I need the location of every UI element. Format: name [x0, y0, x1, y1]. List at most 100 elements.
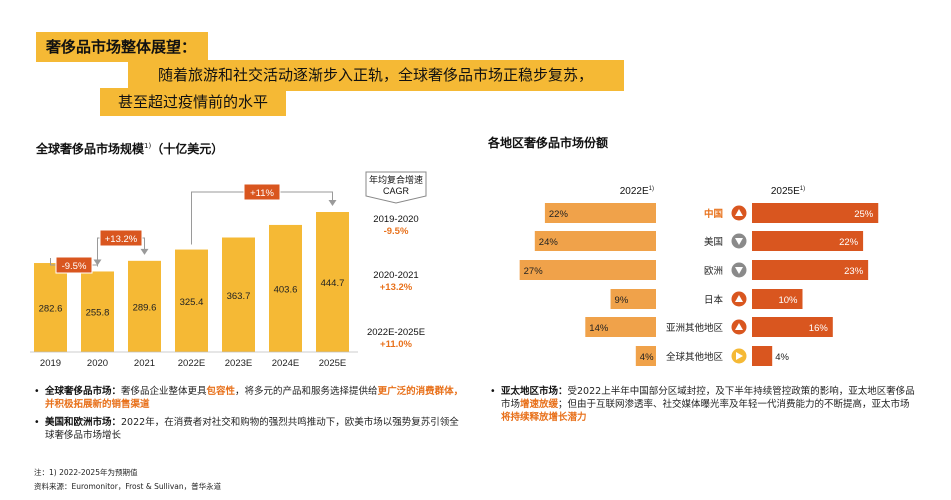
share-header-2025: 2025E1): [771, 186, 805, 197]
market-bar-value: 363.7: [227, 291, 251, 302]
cagr-value: +11.0%: [380, 339, 413, 350]
market-bar-value: 325.4: [180, 297, 204, 308]
market-connector-arrow: [140, 248, 149, 255]
right-chart-title: 各地区奢侈品市场份额: [488, 136, 609, 150]
right-bullets: 亚太地区市场：受2022上半年中国部分区域封控，及下半年持续管控政策的影响，亚太…: [490, 385, 915, 424]
share-value-2025: 4%: [775, 352, 789, 363]
share-value-2025: 23%: [844, 266, 864, 277]
share-bar-2025: [752, 317, 833, 337]
bullet-global-market: 全球奢侈品市场：奢侈品企业整体更具包容性，将多元的产品和服务选择提供给更广泛的消…: [34, 385, 466, 411]
share-bar-2022: [635, 346, 656, 366]
footnote: 注：1) 2022-2025年为预期值: [34, 468, 138, 477]
market-x-tick: 2021: [134, 358, 155, 369]
share-region-label: 美国: [704, 236, 723, 248]
cagr-value: -9.5%: [384, 226, 409, 237]
share-bar-2025: [752, 260, 869, 280]
share-value-2022: 22%: [549, 209, 569, 220]
cagr-header-line1: 年均复合增速: [369, 174, 423, 185]
bullet-text: 2022年，在消费者对社交和购物的强烈共鸣推动下，欧美市场以强势复苏引领全球奢侈…: [45, 417, 459, 441]
trend-arrow-glyph: [735, 295, 743, 302]
market-bar-value: 403.6: [274, 284, 298, 295]
trend-arrow-glyph: [735, 267, 743, 274]
market-bar-value: 289.6: [133, 302, 157, 313]
bullet-lead: 全球奢侈品市场：: [45, 386, 122, 397]
bullet-highlight: 增速放缓: [520, 399, 559, 410]
market-bar: [269, 224, 302, 352]
market-connector-arrow: [328, 200, 337, 206]
cagr-period: 2019-2020: [373, 214, 418, 225]
bullet-highlight: 将持续释放增长潜力: [501, 412, 587, 423]
cagr-period: 2020-2021: [373, 270, 418, 281]
share-value-2025: 16%: [809, 323, 829, 334]
market-growth-badge: [243, 183, 281, 201]
share-value-2022: 27%: [524, 266, 544, 277]
market-bar-value: 444.7: [321, 278, 345, 289]
cagr-value: +13.2%: [380, 282, 413, 293]
market-x-tick: 2023E: [225, 358, 252, 369]
market-bar: [316, 212, 349, 352]
share-value-2025: 10%: [778, 295, 798, 306]
bullet-text: ；但由于互联网渗透率、社交媒体曝光率及年轻一代消费能力的不断提高，亚太市场: [558, 399, 910, 410]
left-bullets: 全球奢侈品市场：奢侈品企业整体更具包容性，将多元的产品和服务选择提供给更广泛的消…: [34, 385, 466, 442]
share-bar-2022: [534, 231, 656, 251]
share-bar-2022: [519, 260, 656, 280]
trend-arrow-glyph: [736, 352, 743, 360]
market-bar: [175, 249, 208, 352]
share-region-label: 日本: [704, 294, 724, 306]
share-region-label: 全球其他地区: [666, 351, 724, 363]
market-x-tick: 2020: [87, 358, 108, 369]
headline-line-2: 甚至超过疫情前的水平: [100, 88, 286, 116]
left-chart-title: 全球奢侈品市场规模1)（十亿美元）: [36, 140, 223, 157]
share-region-label: 欧洲: [704, 265, 723, 277]
share-bar-2025: [752, 203, 879, 223]
share-header-sup: 1): [800, 186, 805, 192]
bullet-lead: 亚太地区市场：: [501, 386, 568, 397]
left-chart-title-main: 全球奢侈品市场规模: [36, 142, 145, 156]
share-bar-2022: [544, 203, 656, 223]
market-bar: [128, 260, 161, 352]
bullet-lead: 美国和欧洲市场：: [45, 417, 122, 428]
bullet-us-europe-market: 美国和欧洲市场：2022年，在消费者对社交和购物的强烈共鸣推动下，欧美市场以强势…: [34, 416, 466, 442]
share-value-2022: 14%: [589, 323, 609, 334]
market-bar: [34, 263, 67, 352]
market-bar-value: 282.6: [39, 304, 63, 315]
share-value-2022: 24%: [539, 237, 559, 248]
share-bar-2025: [752, 346, 773, 366]
trend-arrow-glyph: [735, 323, 743, 330]
market-x-tick: 2019: [40, 358, 61, 369]
share-header-2022: 2022E1): [620, 186, 654, 197]
market-growth-badge: [99, 229, 143, 247]
share-header-sup: 1): [649, 186, 654, 192]
market-growth-label: +11%: [250, 188, 274, 199]
cagr-header-line2: CAGR: [383, 186, 410, 196]
headline-line-1: 随着旅游和社交活动逐渐步入正轨，全球奢侈品市场正稳步复苏，: [128, 60, 624, 91]
market-growth-label: +13.2%: [105, 234, 138, 245]
share-region-label: 中国: [704, 208, 723, 220]
share-value-2025: 22%: [839, 237, 859, 248]
market-growth-label: -9.5%: [62, 261, 87, 272]
bullet-highlight: 包容性: [206, 386, 236, 397]
bullet-text: ，将多元的产品和服务选择提供给: [235, 386, 378, 397]
cagr-period: 2022E-2025E: [367, 327, 425, 338]
share-value-2022: 9%: [615, 295, 629, 306]
trend-arrow-glyph: [735, 238, 743, 245]
market-bar: [222, 237, 255, 352]
bullet-text: 受2022上半年中国部分区域封控，及下半年持续管控政策的影响，亚太地区奢侈品市场: [501, 386, 915, 410]
left-chart-title-unit: （十亿美元）: [151, 142, 224, 156]
market-x-tick: 2024E: [272, 358, 299, 369]
bullet-highlight: 更广泛的消费群体，并积极拓展新的销售渠道: [45, 386, 464, 410]
share-value-2025: 25%: [854, 209, 874, 220]
market-growth-badge: [55, 256, 93, 274]
share-bar-2022: [610, 289, 656, 309]
share-bar-2022: [585, 317, 656, 337]
headline-title: 奢侈品市场整体展望：: [36, 32, 208, 62]
share-bar-2025: [752, 231, 864, 251]
source-note: 资料来源：Euromonitor，Frost & Sullivan，普华永道: [34, 482, 222, 491]
market-bar-value: 255.8: [86, 308, 110, 319]
share-value-2022: 4%: [640, 352, 654, 363]
share-region-label: 亚洲其他地区: [666, 322, 724, 334]
bullet-text: 奢侈品企业整体更具: [121, 386, 207, 397]
bullet-apac-market: 亚太地区市场：受2022上半年中国部分区域封控，及下半年持续管控政策的影响，亚太…: [490, 385, 915, 424]
